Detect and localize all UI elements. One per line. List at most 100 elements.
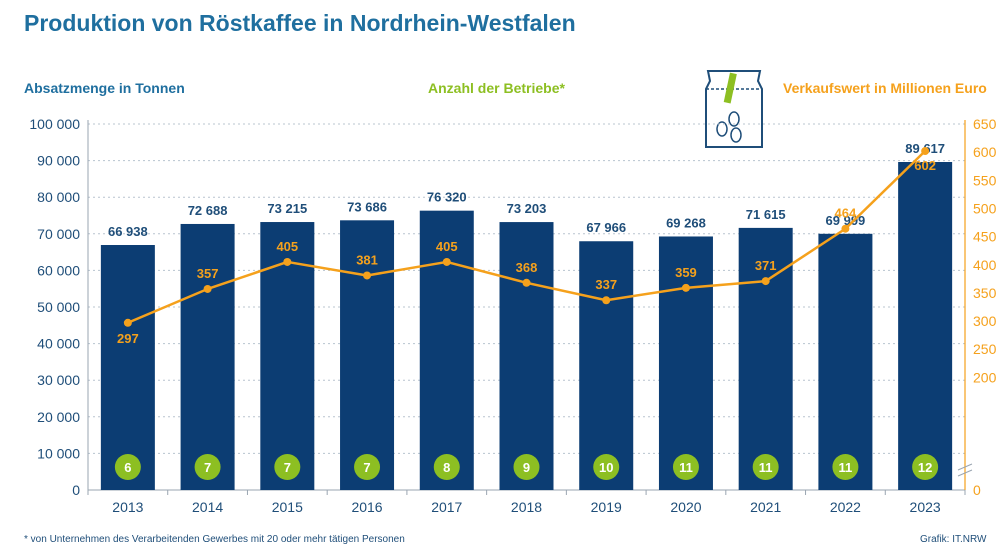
y-left-tick-label: 10 000	[37, 445, 80, 461]
businesses-count-label: 10	[599, 460, 613, 475]
bar	[419, 210, 474, 490]
axis-break-mark	[957, 463, 973, 477]
x-tick-label: 2014	[192, 499, 223, 515]
businesses-circle	[752, 454, 779, 480]
y-right-tick-label: 250	[973, 341, 997, 357]
bar-value-label: 69 999	[826, 213, 866, 228]
businesses-count-label: 7	[204, 460, 211, 475]
businesses-circle	[832, 454, 859, 480]
line-point	[203, 284, 212, 293]
bar	[180, 223, 235, 490]
bar-value-label: 73 215	[267, 201, 307, 216]
businesses-circle	[593, 454, 620, 480]
businesses-circle	[912, 454, 939, 480]
line-point	[363, 271, 372, 280]
businesses-count-label: 11	[839, 460, 853, 475]
bar	[658, 236, 713, 490]
businesses-count-label: 7	[284, 460, 291, 475]
y-left-tick-label: 90 000	[37, 153, 80, 169]
line-value-label: 371	[755, 258, 777, 273]
y-left-tick-label: 0	[72, 482, 80, 498]
businesses-circle	[354, 454, 381, 480]
bar-value-label: 73 686	[347, 199, 387, 214]
businesses-circle	[672, 454, 699, 480]
line-value-label: 297	[117, 331, 139, 346]
businesses-count-label: 9	[523, 460, 530, 475]
y-left-tick-label: 60 000	[37, 262, 80, 278]
bar	[818, 233, 873, 491]
y-right-tick-label: 550	[973, 172, 997, 188]
bar-value-label: 72 688	[188, 203, 228, 218]
line-point	[522, 278, 531, 287]
line-value-label: 405	[276, 239, 298, 254]
line-value-label: 405	[436, 239, 458, 254]
x-tick-label: 2018	[511, 499, 542, 515]
line-value-label: 381	[356, 252, 378, 267]
bar	[898, 162, 953, 491]
y-right-tick-label: 600	[973, 144, 997, 160]
y-right-tick-label: 650	[973, 116, 997, 132]
y-right-tick-label: 350	[973, 285, 997, 301]
y-right-tick-label: 0	[973, 482, 981, 498]
y-left-tick-label: 80 000	[37, 189, 80, 205]
businesses-circle	[433, 454, 460, 480]
source-credit: Grafik: IT.NRW	[920, 534, 987, 545]
y-right-tick-label: 300	[973, 313, 997, 329]
bar-value-label: 69 268	[666, 215, 706, 230]
businesses-label: Anzahl der Betriebe*	[428, 80, 565, 96]
line-point	[442, 257, 451, 266]
line-point	[921, 147, 930, 156]
x-tick-label: 2020	[670, 499, 701, 515]
line-value-label: 464	[835, 206, 857, 221]
bar	[738, 227, 793, 490]
x-tick-label: 2019	[591, 499, 622, 515]
businesses-count-label: 11	[759, 460, 773, 475]
y-left-tick-label: 20 000	[37, 409, 80, 425]
businesses-circle	[194, 454, 221, 480]
x-tick-label: 2023	[910, 499, 941, 515]
coffee-bag-icon	[700, 67, 768, 160]
x-tick-label: 2021	[750, 499, 781, 515]
line-point	[283, 257, 292, 266]
chart-title: Produktion von Röstkaffee in Nordrhein-W…	[24, 10, 576, 36]
bar-value-label: 66 938	[108, 224, 148, 239]
y-right-tick-label: 400	[973, 257, 997, 273]
x-tick-label: 2015	[272, 499, 303, 515]
y-right-tick-label: 200	[973, 369, 997, 385]
y-left-tick-label: 40 000	[37, 336, 80, 352]
x-tick-label: 2017	[431, 499, 462, 515]
bar-value-label: 71 615	[746, 207, 786, 222]
businesses-count-label: 7	[363, 460, 370, 475]
line-point	[123, 318, 132, 327]
x-tick-label: 2022	[830, 499, 861, 515]
y-left-tick-label: 30 000	[37, 372, 80, 388]
line-value-label: 602	[914, 158, 936, 173]
bar-value-label: 73 203	[507, 201, 547, 216]
bar	[260, 222, 315, 491]
y-left-tick-label: 50 000	[37, 299, 80, 315]
bar	[340, 220, 395, 490]
y-left-tick-label: 70 000	[37, 226, 80, 242]
businesses-circle	[513, 454, 540, 480]
y-left-tick-label: 100 000	[29, 116, 80, 132]
bar	[100, 245, 155, 490]
x-tick-label: 2016	[351, 499, 382, 515]
bar	[579, 241, 634, 490]
businesses-circle	[114, 454, 141, 480]
right-axis-label: Verkaufswert in Millionen Euro	[783, 80, 987, 96]
line-value-label: 357	[197, 266, 219, 281]
line-value-label: 337	[595, 277, 617, 292]
bar	[499, 222, 554, 490]
line-point	[681, 283, 690, 292]
line-point	[841, 224, 850, 233]
businesses-count-label: 8	[443, 460, 450, 475]
bar-value-label: 76 320	[427, 190, 467, 205]
left-axis-label: Absatzmenge in Tonnen	[24, 80, 185, 96]
y-right-tick-label: 450	[973, 229, 997, 245]
y-right-tick-label: 500	[973, 200, 997, 216]
line-point	[761, 277, 770, 286]
footnote: * von Unternehmen des Verarbeitenden Gew…	[24, 534, 405, 545]
bar-value-label: 67 966	[586, 220, 626, 235]
line-value-label: 368	[516, 260, 538, 275]
